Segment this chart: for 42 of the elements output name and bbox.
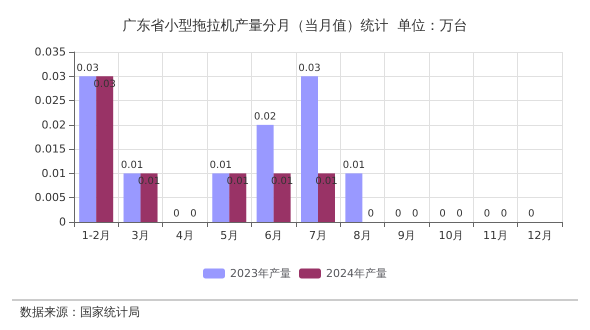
y-tick-label: 0.03 bbox=[42, 70, 66, 83]
x-tick-label: 6月 bbox=[264, 229, 283, 242]
bar bbox=[96, 76, 114, 222]
y-tick-label: 0.02 bbox=[42, 118, 66, 132]
x-tick-label: 7月 bbox=[309, 229, 327, 242]
x-tick-label: 9月 bbox=[398, 229, 416, 242]
data-label: 0 bbox=[528, 208, 535, 220]
y-tick-label: 0.025 bbox=[34, 94, 66, 108]
y-tick-label: 0.015 bbox=[34, 142, 66, 156]
data-label: 0 bbox=[173, 208, 180, 220]
y-tick-label: 0 bbox=[59, 216, 66, 228]
data-label: 0.03 bbox=[298, 62, 321, 74]
data-label: 0.02 bbox=[254, 111, 276, 122]
data-label: 0.01 bbox=[342, 160, 365, 171]
data-label: 0.03 bbox=[76, 62, 99, 74]
data-label: 0 bbox=[412, 208, 418, 220]
x-tick-label: 5月 bbox=[220, 229, 238, 242]
x-tick-label: 8月 bbox=[353, 229, 372, 242]
bar bbox=[345, 173, 362, 222]
x-tick-label: 1-2月 bbox=[82, 229, 111, 242]
source-note: 数据来源：国家统计局 bbox=[20, 305, 140, 319]
data-label: 0 bbox=[484, 208, 490, 220]
data-label: 0.01 bbox=[120, 160, 144, 171]
x-tick-label: 3月 bbox=[132, 229, 150, 242]
data-label: 0 bbox=[395, 208, 402, 220]
data-label: 0 bbox=[190, 208, 197, 220]
data-label: 0 bbox=[439, 208, 446, 220]
chart-title: 广东省小型拖拉机产量分月（当月值）统计 单位：万台 bbox=[122, 18, 468, 34]
legend-label: 2023年产量 bbox=[230, 267, 292, 280]
y-tick-label: 0.01 bbox=[42, 166, 66, 180]
y-tick-label: 0.005 bbox=[34, 191, 66, 204]
x-tick-label: 10月 bbox=[438, 229, 464, 242]
data-label: 0 bbox=[368, 208, 374, 220]
x-tick-label: 4月 bbox=[176, 229, 194, 242]
data-label: 0 bbox=[456, 208, 463, 220]
x-tick-label: 11月 bbox=[482, 229, 508, 242]
data-label: 0.01 bbox=[210, 160, 232, 171]
bar bbox=[301, 76, 318, 222]
x-tick-label: 12月 bbox=[527, 229, 552, 242]
legend-label: 2024年产量 bbox=[326, 267, 387, 280]
y-tick-label: 0.035 bbox=[34, 46, 66, 58]
data-label: 0 bbox=[500, 208, 508, 220]
